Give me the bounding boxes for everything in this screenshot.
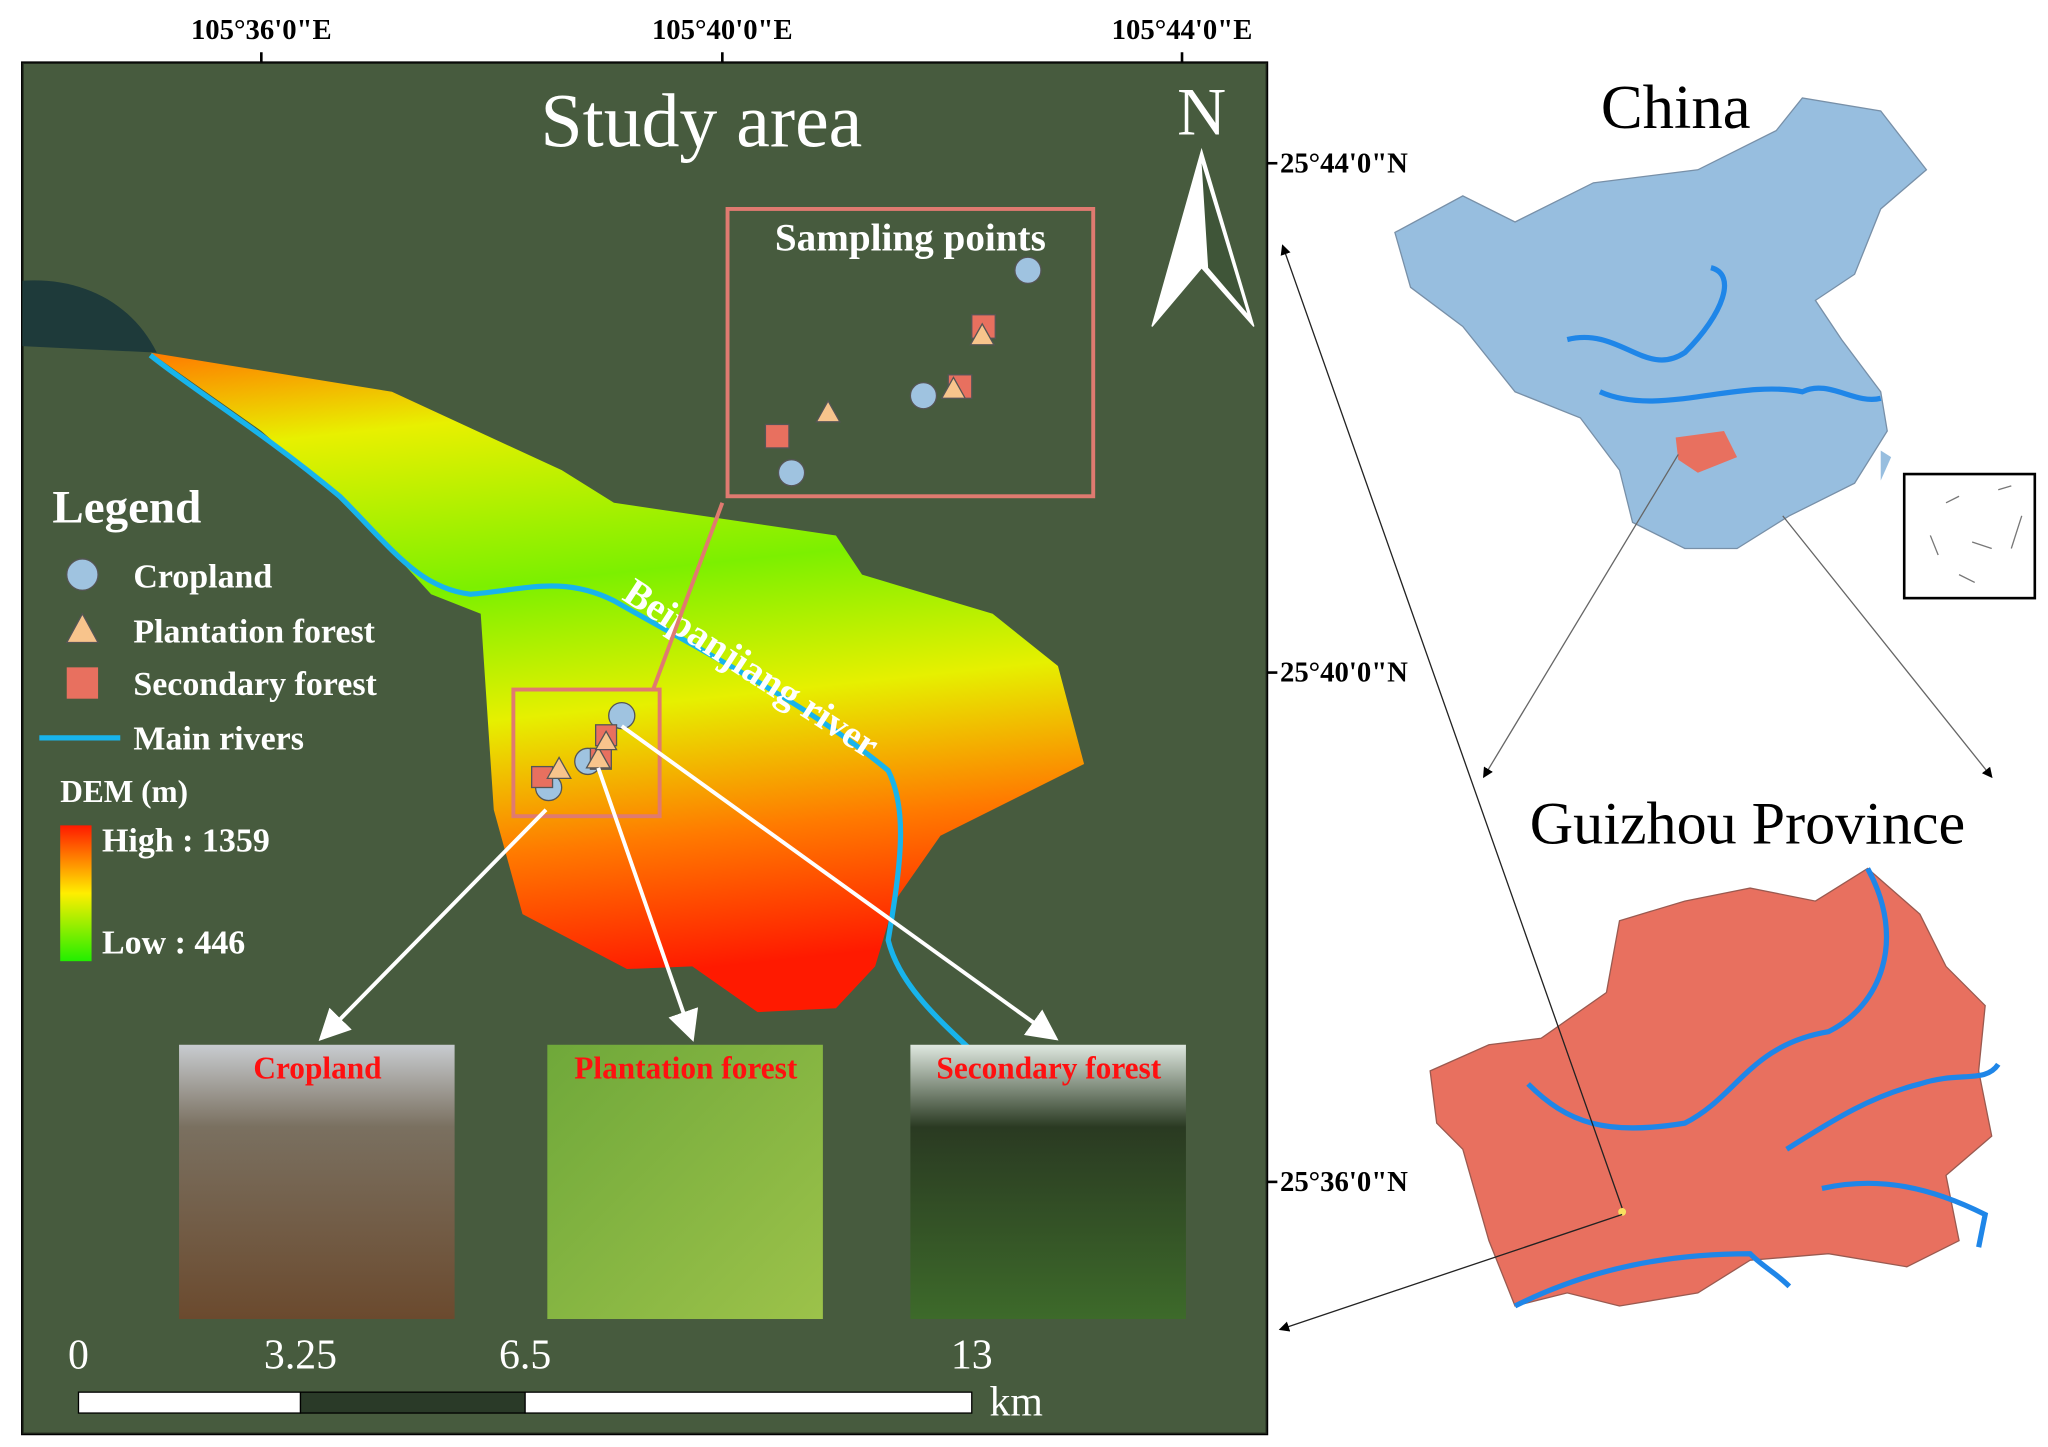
- scale-segment: [524, 1391, 973, 1414]
- legend-item: Main rivers: [133, 721, 304, 758]
- china-shape: [1394, 97, 1928, 550]
- arrow: [1280, 244, 1623, 1209]
- legend-item: Secondary forest: [133, 666, 377, 703]
- shape: [1998, 485, 2012, 491]
- legend-symbol: [66, 558, 99, 591]
- lon-label: 105°36'0"E: [191, 14, 332, 46]
- photo-secondary: [910, 1044, 1186, 1320]
- scale-segment: [77, 1391, 302, 1414]
- sampling-title: Sampling points: [775, 217, 1046, 260]
- secondary-point: [764, 423, 790, 449]
- cropland-point: [777, 459, 806, 487]
- lat-label: 25°36'0"N: [1280, 1166, 1408, 1198]
- north-label: N: [1177, 74, 1226, 150]
- arrow: [1782, 515, 1993, 779]
- zoom-connector: [651, 502, 725, 691]
- lat-label: 25°44'0"N: [1280, 147, 1408, 179]
- legend-item: Plantation forest: [133, 614, 375, 651]
- legend-symbol: [66, 667, 99, 699]
- dem-title: DEM (m): [60, 774, 188, 809]
- guizhou-on-china: [1675, 430, 1738, 473]
- shape: 25°44'0"N 25°40'0"N 25°36'0"N: [1280, 147, 1408, 1198]
- scale-label: 13: [951, 1333, 993, 1379]
- scale-unit: km: [989, 1380, 1042, 1426]
- inset-islands: [1929, 485, 2023, 584]
- china-arrows: [1483, 454, 1993, 779]
- scale-segment: [299, 1391, 526, 1414]
- cropland-point: [608, 701, 636, 730]
- scale-label: 6.5: [499, 1333, 551, 1379]
- shape: Cropland Plantation forest Secondary for…: [60, 559, 377, 962]
- scale-label: 3.25: [264, 1333, 337, 1379]
- location-arrows: [1278, 244, 1623, 1332]
- guizhou-rivers: [1513, 867, 2001, 1309]
- china-title: China: [1601, 72, 1751, 142]
- study-location: [1618, 1208, 1627, 1216]
- dem-colorbar: [60, 825, 92, 962]
- arrow: [318, 808, 548, 1042]
- photo-label: Plantation forest: [574, 1051, 798, 1086]
- plantation-point: [969, 322, 996, 346]
- photo-label: Cropland: [253, 1051, 382, 1086]
- lat-label: 25°40'0"N: [1280, 657, 1408, 689]
- sampling-inset: [725, 206, 1096, 499]
- legend-title: Legend: [52, 481, 201, 533]
- shape: [1958, 574, 1976, 584]
- dem-high: High : 1359: [102, 822, 270, 859]
- arrow: [620, 724, 1059, 1041]
- cropland-point: [909, 381, 938, 410]
- legend-item: Cropland: [133, 559, 272, 596]
- shape: [2010, 515, 2023, 549]
- shape: 105°36'0"E 105°40'0"E 105°44'0"E: [191, 14, 1252, 46]
- map-title: Study area: [541, 80, 863, 163]
- scale-label: 0: [68, 1333, 89, 1379]
- photo-cropland: [179, 1044, 455, 1320]
- lon-label: 105°44'0"E: [1112, 14, 1253, 46]
- study-area-dem: [150, 352, 1085, 1013]
- shape: Cropland Plantation forest Secondary for…: [253, 1051, 1161, 1086]
- plantation-point: [815, 399, 841, 423]
- shape: 0 3.25 6.5 13 km: [68, 1333, 1043, 1426]
- river-valley: [22, 280, 157, 353]
- south-sea-inset: [1902, 472, 2037, 600]
- china-rivers: [1566, 265, 1882, 404]
- photo-plantation: [547, 1044, 823, 1320]
- cropland-point: [1014, 256, 1042, 285]
- arrow: [1483, 454, 1679, 779]
- lon-label: 105°40'0"E: [652, 14, 793, 46]
- arrow: [596, 767, 699, 1042]
- shape: [1929, 535, 1939, 556]
- province-title: Guizhou Province: [1530, 790, 1965, 857]
- sampling-points: [764, 256, 1042, 487]
- arrow: [1278, 1213, 1623, 1332]
- photo-arrows: [318, 724, 1059, 1042]
- main-river: [148, 353, 995, 1073]
- legend-symbol: [65, 612, 100, 644]
- photo-label: Secondary forest: [936, 1051, 1161, 1086]
- taiwan: [1880, 450, 1892, 481]
- shape: [1971, 541, 1992, 550]
- plantation-point: [940, 376, 967, 399]
- plantation-point: [546, 756, 572, 780]
- dem-low: Low : 446: [102, 924, 245, 961]
- plantation-point: [594, 730, 618, 751]
- guizhou-shape: [1429, 867, 1993, 1307]
- shape: [1945, 495, 1960, 504]
- scale-bar: 0 3.25 6.5 13 km: [68, 1333, 1043, 1426]
- zoom-points: [531, 701, 636, 802]
- graticule-ticks: [260, 52, 1278, 1184]
